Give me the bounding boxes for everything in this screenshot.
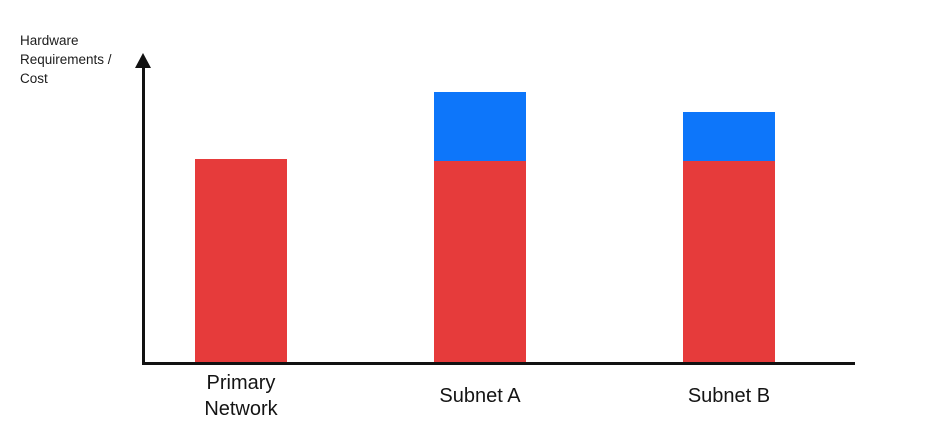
x-tick-label-text: Primary Network — [204, 372, 278, 420]
y-axis-line — [142, 64, 145, 364]
x-tick-label-text: Subnet A — [439, 385, 521, 407]
bar-segment-red-base-segment — [434, 161, 526, 362]
x-tick-label-subnet-b: Subnet B — [649, 368, 809, 424]
bar-segment-blue-top-segment — [434, 92, 526, 162]
x-tick-label-primary-network: Primary Network — [161, 368, 321, 424]
y-axis-arrow-icon — [135, 53, 151, 68]
x-tick-label-subnet-a: Subnet A — [400, 368, 560, 424]
bar-segment-blue-top-segment — [683, 112, 775, 162]
x-tick-label-text: Subnet B — [687, 385, 771, 407]
x-axis-line — [142, 362, 855, 365]
bar-segment-red-base-segment — [195, 159, 287, 362]
y-axis-label: Hardware Requirements / Cost — [20, 33, 112, 86]
bar-segment-red-base-segment — [683, 161, 775, 362]
